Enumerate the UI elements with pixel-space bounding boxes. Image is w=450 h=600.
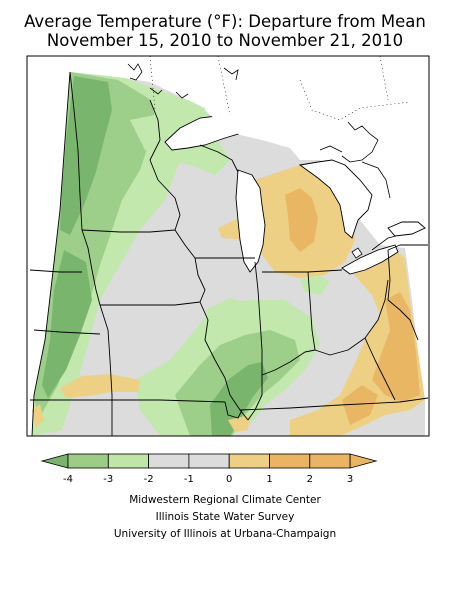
legend-arrow-right xyxy=(349,453,378,469)
legend-tick-label: -3 xyxy=(103,474,113,485)
state-boundaries xyxy=(29,71,429,436)
legend-tick-label: 3 xyxy=(347,474,353,485)
region-warm2-east xyxy=(372,292,420,402)
region-warm2-michigan xyxy=(285,188,318,252)
credit-line1: Midwestern Regional Climate Center xyxy=(129,494,321,506)
northwest-angle xyxy=(27,56,110,72)
legend-tick-label: -1 xyxy=(184,474,194,485)
canada-area xyxy=(110,56,429,188)
region-warm1-far-sw xyxy=(32,404,44,428)
outer-boundary xyxy=(31,71,71,436)
legend-tick-label: 1 xyxy=(266,474,272,485)
legend-bar xyxy=(40,453,378,469)
legend-segment xyxy=(228,453,270,469)
legend-segment xyxy=(107,453,150,469)
map-title-line1: Average Temperature (°F): Departure from… xyxy=(24,12,426,31)
legend-segment xyxy=(309,453,351,469)
region-cold3-south xyxy=(210,362,268,436)
legend-tick-label: -2 xyxy=(144,474,154,485)
canada-coastline xyxy=(127,63,397,251)
map-title-line2: November 15, 2010 to November 21, 2010 xyxy=(46,31,404,50)
region-warm2-east-b xyxy=(342,385,378,425)
credit-line2: Illinois State Water Survey xyxy=(155,511,295,523)
region-cold1-ohio xyxy=(300,272,330,295)
legend-tick-label: 0 xyxy=(226,474,232,485)
lake-erie xyxy=(341,244,399,275)
legend-segment xyxy=(269,453,311,469)
legend-ticks: -4 -3 -2 -1 0 1 2 3 xyxy=(63,474,353,485)
legend-segment xyxy=(188,453,230,469)
map-frame xyxy=(26,55,430,437)
legend-segment xyxy=(67,453,109,469)
legend-tick-label: 2 xyxy=(307,474,313,485)
region-warm1-sw xyxy=(60,374,140,398)
legend-segment xyxy=(148,453,190,469)
region-warm1-s xyxy=(228,415,250,432)
lake-huron xyxy=(298,159,373,239)
credit-line3: University of Illinois at Urbana-Champai… xyxy=(113,528,337,540)
region-cold3-west-a xyxy=(60,76,112,235)
legend-arrow-left xyxy=(40,453,69,469)
lake-michigan xyxy=(235,169,266,273)
region-cold1-mid xyxy=(205,298,255,333)
legend-tick-label: -4 xyxy=(63,474,73,485)
lake-st-clair xyxy=(351,247,363,259)
region-cold3-west-b xyxy=(42,250,92,398)
